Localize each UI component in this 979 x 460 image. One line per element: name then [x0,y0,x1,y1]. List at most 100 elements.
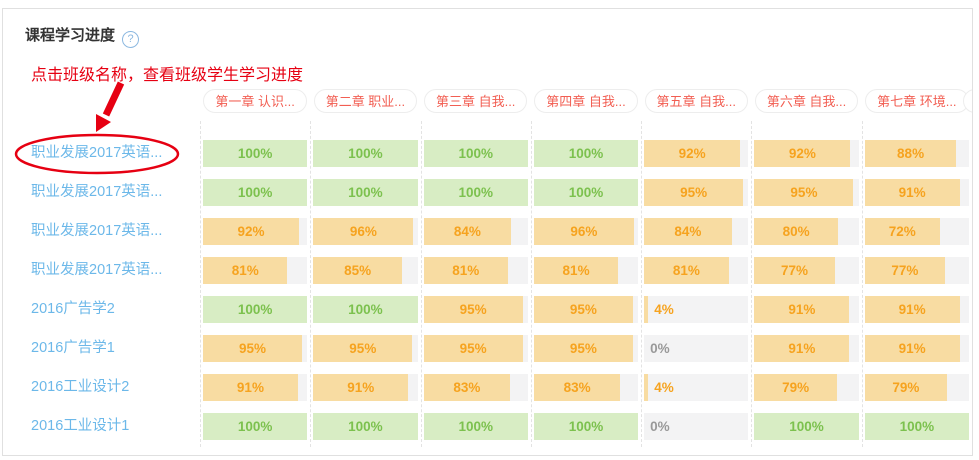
chapter-pill-2[interactable]: 第二章 职业... [313,89,418,113]
progress-cell: 100% [200,179,310,206]
red-arrow-shaft [102,81,125,117]
chapter-column-header: 第一章 认识... [200,89,310,113]
class-name-link[interactable]: 2016工业设计1 [31,418,130,434]
progress-cell: 96% [531,218,641,245]
annotation-text: 点击班级名称，查看班级学生学习进度 [31,67,304,84]
progress-value: 79% [892,380,920,395]
red-arrow-head [96,114,111,132]
progress-value: 72% [888,224,916,239]
progress-value: 100% [237,185,273,200]
progress-value: 0% [650,341,670,356]
chapter-header-row: 第一章 认识... 第二章 职业... 第三章 自我... 第四章 自我... 第五章 … [200,89,972,113]
progress-cell: 100% [421,140,531,167]
chapter-column-header: 第二章 职业... [310,89,420,113]
progress-cell: 92% [641,140,751,167]
progress-cell: 95% [531,296,641,323]
progress-cell: 91% [751,335,861,362]
progress-cell: 81% [531,257,641,284]
chapter-pill-4[interactable]: 第四章 自我... [534,89,638,113]
class-name-link[interactable]: 2016工业设计2 [31,379,130,395]
table-row: 2016工业设计1 100% 100% 100% 100% 0% 100% 100% [3,413,972,440]
progress-cell: 95% [200,335,310,362]
progress-cell: 100% [421,413,531,440]
progress-cell: 91% [310,374,420,401]
progress-cell: 4% [641,296,751,323]
column-separator [530,121,532,447]
table-row: 职业发展2017英语... 81% 85% 81% 81% 81% 77% 77% [3,257,972,284]
progress-value: 0% [650,419,670,434]
progress-cell: 95% [531,335,641,362]
progress-value: 96% [570,224,598,239]
progress-cell: 81% [421,257,531,284]
progress-cell: 91% [862,296,972,323]
progress-cell: 100% [310,140,420,167]
chapter-pill-5[interactable]: 第五章 自我... [644,89,748,113]
progress-cell: 81% [200,257,310,284]
progress-value: 91% [347,380,375,395]
progress-value: 91% [898,341,926,356]
progress-cell: 0% [641,413,751,440]
progress-value: 91% [788,302,816,317]
column-separator [641,121,643,447]
progress-cell: 95% [641,179,751,206]
progress-value: 91% [898,302,926,317]
table-row: 职业发展2017英语... 92% 96% 84% 96% 84% 80% 72% [3,218,972,245]
chapter-column-header: 第六章 自我... [751,89,861,113]
progress-value: 100% [237,146,273,161]
class-name-link[interactable]: 职业发展2017英语... [31,184,163,200]
progress-value: 100% [458,419,493,434]
progress-value: 4% [654,380,674,395]
progress-value: 100% [568,419,604,434]
progress-value: 77% [781,263,809,278]
class-name-link[interactable]: 2016广告学2 [31,301,115,317]
chapter-pill-3[interactable]: 第三章 自我... [423,89,528,113]
progress-cell: 95% [421,335,531,362]
progress-cell: 92% [200,218,310,245]
progress-cell: 100% [310,413,420,440]
progress-cell: 83% [531,374,641,401]
progress-cell: 100% [200,140,310,167]
progress-cell: 95% [751,179,861,206]
progress-cell: 92% [751,140,861,167]
progress-cell: 100% [310,296,420,323]
panel-header: 课程学习进度? [25,24,140,48]
chapter-pill-7[interactable]: 第七章 环境... [865,89,969,113]
progress-cell: 72% [862,218,972,245]
progress-cell: 100% [200,413,310,440]
progress-cell: 77% [862,257,972,284]
progress-value: 92% [237,224,265,239]
chapter-column-header: 第七章 环境... [862,89,972,113]
progress-cell: 0% [641,335,751,362]
class-name-link[interactable]: 职业发展2017英语... [31,223,163,239]
progress-cell: 77% [751,257,861,284]
progress-value: 95% [459,302,487,317]
progress-value: 100% [348,185,383,200]
progress-cell: 79% [862,374,972,401]
progress-cell: 100% [751,413,861,440]
progress-value: 100% [458,185,493,200]
progress-cell: 84% [641,218,751,245]
progress-cell: 95% [310,335,420,362]
progress-value: 100% [348,146,383,161]
chapter-pill-6[interactable]: 第六章 自我... [754,89,859,113]
class-name-link[interactable]: 职业发展2017英语... [31,262,163,278]
help-icon[interactable]: ? [122,31,140,48]
progress-cell: 96% [310,218,420,245]
progress-value: 95% [790,185,818,200]
progress-value: 92% [678,146,706,161]
progress-value: 83% [563,380,591,395]
chapter-pill-1[interactable]: 第一章 认识... [203,89,307,113]
class-name-link[interactable]: 职业发展2017英语... [31,145,163,161]
progress-value: 95% [680,185,708,200]
progress-value: 100% [899,419,935,434]
progress-value: 95% [239,341,267,356]
chapter-column-header: 第四章 自我... [531,89,641,113]
progress-value: 100% [789,419,824,434]
progress-cell: 4% [641,374,751,401]
progress-value: 88% [897,146,925,161]
progress-value: 83% [453,380,481,395]
column-separator [200,121,201,447]
class-name-link[interactable]: 2016广告学1 [31,340,115,356]
progress-value: 95% [569,341,597,356]
progress-value: 91% [898,185,926,200]
